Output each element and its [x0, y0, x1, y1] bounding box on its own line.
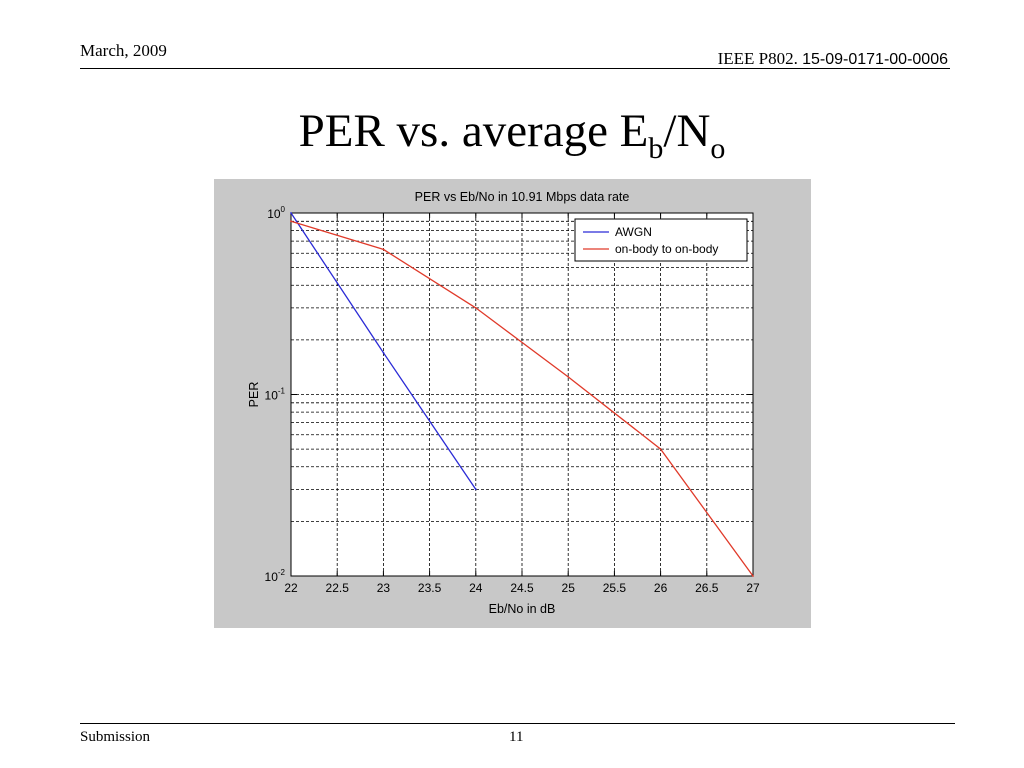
grid — [291, 213, 753, 576]
data-point — [752, 575, 754, 577]
legend-label: AWGN — [615, 225, 652, 239]
y-axis-label: PER — [247, 382, 261, 408]
header-doc-number: 15-09-0171-00-0006 — [802, 51, 948, 68]
header-doc-prefix: IEEE P802. — [717, 49, 798, 68]
x-tick-label: 23.5 — [418, 581, 442, 595]
header-doc-id: IEEE P802. 15-09-0171-00-0006 — [718, 49, 948, 69]
per-chart: 22 22.5 23 23.5 24 24.5 25 25.5 26 26.5 27 100 10-1 1… — [247, 190, 760, 616]
title-sub-o: o — [710, 132, 726, 165]
x-tick-label: 26.5 — [695, 581, 719, 595]
x-tick-label: 24.5 — [510, 581, 534, 595]
footer-submission: Submission — [80, 729, 151, 745]
x-tick-label: 23 — [377, 581, 391, 595]
x-tick-label: 26 — [654, 581, 668, 595]
x-tick-label: 22.5 — [326, 581, 350, 595]
figure-panel: 22 22.5 23 23.5 24 24.5 25 25.5 26 26.5 27 100 10-1 1… — [214, 179, 811, 628]
legend-label: on-body to on-body — [615, 242, 718, 256]
footer-page-number: 11 — [509, 729, 524, 745]
data-point — [567, 376, 570, 378]
legend: AWGN on-body to on-body — [574, 218, 748, 262]
x-tick-label: 22 — [284, 581, 298, 595]
header-rule — [80, 68, 950, 69]
data-point — [474, 488, 477, 491]
data-point — [290, 212, 292, 214]
series-line-on-body-to-on-body — [290, 220, 754, 577]
data-point — [659, 448, 662, 451]
x-tick-label: 27 — [746, 581, 760, 595]
x-tick-label: 24 — [469, 581, 483, 595]
title-main: PER vs. average E — [298, 105, 649, 157]
slide-title: PER vs. average Eb/No — [0, 105, 1024, 164]
x-tick-label: 25 — [562, 581, 576, 595]
title-sub-b: b — [648, 132, 664, 165]
legend-box — [574, 218, 748, 262]
y-tick-label: 10-2 — [265, 568, 286, 584]
x-tick-label: 25.5 — [603, 581, 627, 595]
y-tick-label: 100 — [267, 205, 285, 221]
data-point — [382, 351, 385, 354]
data-point — [290, 220, 292, 223]
data-point — [382, 248, 385, 251]
data-point — [474, 307, 477, 309]
footer-rule — [80, 723, 955, 724]
title-mid: /N — [663, 105, 711, 157]
x-axis-label: Eb/No in dB — [489, 602, 556, 616]
y-tick-label: 10-1 — [265, 387, 286, 403]
header-date: March, 2009 — [80, 41, 167, 60]
chart-title: PER vs Eb/No in 10.91 Mbps data rate — [415, 190, 630, 204]
